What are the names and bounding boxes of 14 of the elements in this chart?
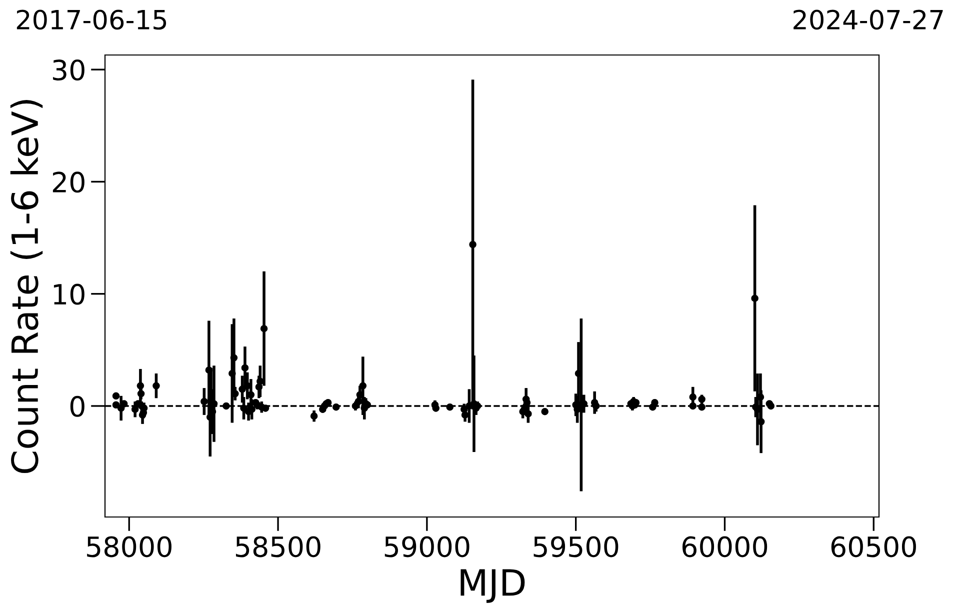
y-tick-label: 30 — [53, 60, 84, 81]
x-tick-label: 58500 — [236, 536, 320, 558]
text: 2017-06-15 — [16, 10, 166, 30]
x-tick-label: 59500 — [534, 536, 618, 558]
y-axis-title: Count Rate (1-6 keV) — [10, 100, 43, 474]
x-tick-label: 59000 — [384, 536, 470, 558]
x-axis-title: MJD — [460, 569, 525, 603]
x-tick-label: 58000 — [87, 536, 172, 558]
x-tick-label: 60000 — [682, 536, 768, 558]
text: 2024-07-27 — [794, 10, 943, 30]
y-tick-label: 0 — [70, 396, 84, 417]
y-tick-label: 20 — [52, 172, 84, 193]
x-tick-label: 60500 — [831, 536, 916, 558]
y-tick-label: 10 — [54, 284, 84, 305]
